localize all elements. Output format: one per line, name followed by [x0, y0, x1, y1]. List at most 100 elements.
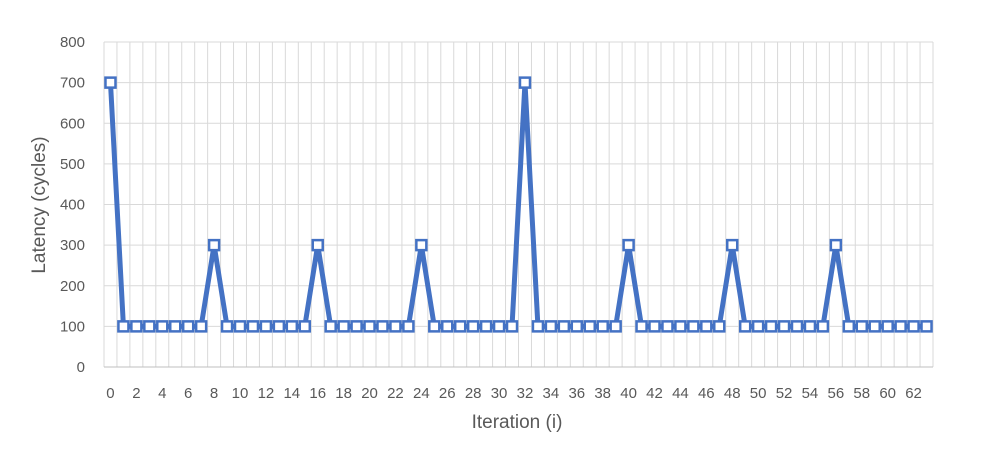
data-point-marker: [272, 320, 286, 333]
data-point-marker: [790, 320, 804, 333]
x-tick-label: 56: [828, 385, 845, 402]
data-point-marker: [881, 320, 894, 333]
data-point-marker: [570, 320, 584, 333]
data-point-marker: [648, 320, 661, 333]
data-point-marker: [725, 238, 739, 252]
data-point-marker: [181, 320, 195, 333]
x-tick-label: 16: [309, 385, 326, 402]
data-point-marker: [764, 320, 778, 333]
data-point-marker: [466, 320, 480, 333]
data-point-marker: [596, 320, 609, 333]
data-point-marker: [207, 238, 221, 252]
data-point-marker: [453, 320, 467, 333]
data-point-marker: [855, 320, 869, 333]
data-point-marker: [738, 320, 752, 333]
data-point-marker: [233, 320, 247, 333]
data-point-marker: [168, 320, 182, 333]
x-tick-label: 38: [594, 385, 611, 402]
data-point-marker: [311, 238, 324, 252]
data-point-marker: [143, 320, 156, 333]
x-tick-label: 54: [802, 385, 819, 402]
data-point-marker: [194, 320, 208, 333]
x-tick-label: 24: [413, 385, 430, 402]
y-tick-label: 100: [60, 318, 85, 335]
y-tick-label: 700: [60, 75, 85, 92]
x-tick-label: 18: [335, 385, 352, 402]
x-tick-label: 14: [283, 385, 300, 402]
data-point-marker: [104, 76, 117, 89]
x-tick-label: 36: [568, 385, 585, 402]
data-point-marker: [363, 320, 376, 333]
x-tick-label: 62: [905, 385, 922, 402]
data-point-marker: [156, 320, 169, 333]
x-tick-label: 6: [184, 385, 192, 402]
x-tick-label: 26: [439, 385, 456, 402]
y-tick-label: 400: [60, 197, 85, 214]
y-tick-label: 800: [60, 34, 85, 51]
data-point-marker: [117, 320, 130, 333]
data-point-marker: [842, 320, 856, 333]
data-point-marker: [557, 320, 571, 333]
data-point-marker: [285, 320, 299, 333]
data-point-marker: [583, 320, 596, 333]
x-tick-label: 0: [106, 385, 114, 402]
y-axis-ticks: 0 100 200 300 400 500 600 700 800: [60, 34, 85, 376]
y-tick-label: 500: [60, 156, 85, 173]
data-point-marker: [324, 320, 337, 333]
data-point-marker: [544, 320, 558, 333]
x-tick-label: 34: [543, 385, 560, 402]
x-tick-label: 48: [724, 385, 741, 402]
data-point-marker: [920, 320, 933, 333]
data-point-marker: [700, 320, 713, 333]
x-tick-label: 40: [620, 385, 637, 402]
data-point-marker: [389, 320, 402, 333]
data-point-marker: [415, 238, 428, 252]
x-tick-label: 22: [387, 385, 404, 402]
x-tick-label: 4: [158, 385, 166, 402]
x-tick-label: 20: [361, 385, 378, 402]
data-point-marker: [674, 320, 687, 333]
data-point-marker: [777, 320, 791, 333]
data-point-marker: [894, 320, 907, 333]
data-point-marker: [622, 238, 635, 252]
data-point-marker: [518, 76, 532, 89]
x-tick-label: 2: [132, 385, 140, 402]
data-point-marker: [687, 320, 700, 333]
y-tick-label: 0: [77, 359, 85, 376]
data-point-marker: [130, 320, 143, 333]
data-point-marker: [635, 320, 648, 333]
data-point-marker: [531, 320, 545, 333]
series-markers: [104, 76, 933, 333]
x-tick-label: 42: [646, 385, 663, 402]
data-point-marker: [661, 320, 674, 333]
x-tick-label: 46: [698, 385, 715, 402]
y-tick-label: 300: [60, 237, 85, 254]
data-point-marker: [337, 320, 350, 333]
data-point-marker: [505, 320, 519, 333]
y-tick-label: 600: [60, 115, 85, 132]
data-point-marker: [259, 320, 273, 333]
data-point-marker: [803, 320, 817, 333]
data-point-marker: [479, 320, 493, 333]
x-tick-label: 58: [853, 385, 870, 402]
data-point-marker: [428, 320, 441, 333]
x-tick-label: 44: [672, 385, 689, 402]
data-point-marker: [376, 320, 389, 333]
data-point-marker: [220, 320, 234, 333]
y-axis-title: Latency (cycles): [29, 136, 50, 273]
grid: [103, 41, 934, 368]
data-point-marker: [868, 320, 881, 333]
x-axis-ticks: 0 2 4 6 8 10 12 14 16 18 20 22 24 26 28 30 32 34 36 38 40 42 4…: [106, 385, 922, 402]
x-tick-label: 10: [232, 385, 249, 402]
y-tick-label: 200: [60, 278, 85, 295]
x-tick-label: 50: [750, 385, 767, 402]
x-tick-label: 52: [776, 385, 793, 402]
data-point-marker: [402, 320, 415, 333]
data-point-marker: [816, 320, 830, 333]
x-tick-label: 8: [210, 385, 218, 402]
x-tick-label: 60: [879, 385, 896, 402]
data-point-marker: [441, 320, 454, 333]
data-point-marker: [907, 320, 920, 333]
data-point-marker: [713, 320, 726, 333]
